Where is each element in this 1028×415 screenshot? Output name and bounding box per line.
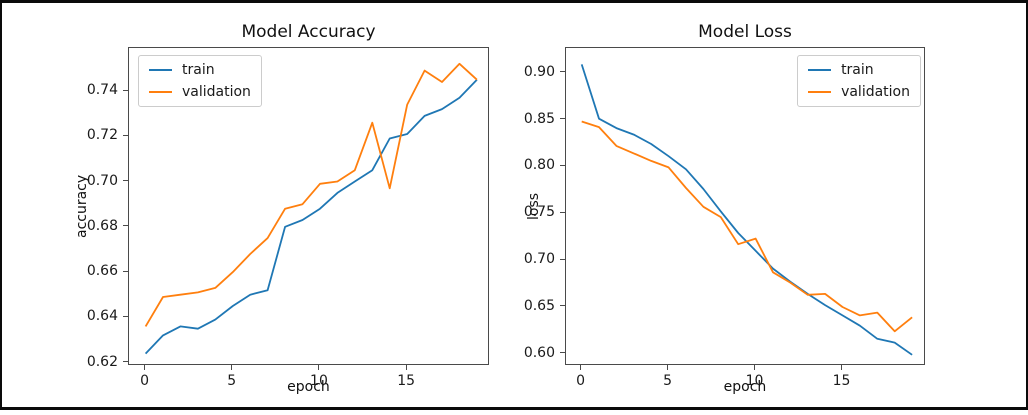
legend-entry-validation: validation (808, 81, 910, 103)
y-tick-label: 0.74 (86, 82, 118, 98)
x-tick-mark (841, 365, 843, 370)
y-tick-label: 0.72 (86, 127, 118, 144)
x-tick-label: 5 (663, 373, 673, 389)
y-tick-label: 0.62 (86, 353, 118, 370)
legend-entry-train: train (808, 59, 910, 81)
x-tick-mark (667, 365, 669, 370)
legend-label: validation (182, 84, 251, 100)
y-tick-mark (560, 211, 565, 213)
loss-legend: train validation (797, 55, 921, 107)
y-tick-label: 0.68 (86, 217, 118, 234)
y-tick-mark (123, 315, 128, 317)
accuracy-lines-canvas (144, 62, 478, 355)
y-tick-label: 0.70 (523, 251, 555, 268)
x-tick-label: 10 (310, 373, 328, 389)
y-tick-mark (560, 164, 565, 166)
y-tick-mark (123, 225, 128, 227)
train-line-swatch (808, 68, 832, 72)
x-tick-mark (580, 365, 582, 370)
x-tick-label: 10 (745, 373, 764, 389)
y-tick-label: 0.70 (86, 172, 118, 189)
x-tick-mark (231, 365, 233, 370)
accuracy-x-axis-label: epoch (287, 379, 330, 395)
x-tick-label: 0 (140, 373, 150, 389)
train-line-swatch (149, 68, 172, 72)
line-train (580, 64, 913, 356)
legend-label: validation (841, 84, 910, 100)
accuracy-plot-title: Model Accuracy (241, 22, 376, 42)
y-tick-label: 0.64 (86, 308, 118, 325)
x-tick-mark (144, 365, 146, 370)
y-tick-label: 0.90 (523, 63, 555, 80)
validation-line-swatch (808, 90, 832, 94)
y-tick-mark (560, 305, 565, 307)
y-tick-mark (560, 118, 565, 120)
x-tick-mark (754, 365, 756, 370)
y-tick-label: 0.85 (523, 110, 555, 127)
loss-x-axis-label: epoch (723, 379, 767, 395)
y-tick-mark (560, 258, 565, 260)
y-tick-mark (560, 352, 565, 354)
y-tick-mark (123, 270, 128, 272)
x-tick-label: 15 (397, 373, 416, 389)
legend-entry-validation: validation (149, 81, 251, 103)
line-validation (581, 120, 913, 333)
x-tick-mark (318, 365, 320, 370)
loss-lines-canvas (580, 64, 913, 356)
line-train (144, 79, 478, 355)
legend-label: train (182, 62, 215, 78)
x-tick-mark (405, 365, 407, 370)
line-validation (144, 62, 478, 327)
y-tick-label: 0.80 (523, 157, 555, 174)
validation-line-swatch (149, 90, 172, 94)
loss-plot-title: Model Loss (698, 22, 792, 42)
x-tick-label: 15 (832, 373, 851, 389)
y-tick-label: 0.66 (86, 263, 118, 280)
y-tick-label: 0.65 (523, 297, 555, 314)
y-tick-label: 0.60 (523, 344, 555, 361)
y-tick-mark (560, 71, 565, 73)
x-tick-label: 5 (227, 373, 237, 389)
legend-label: train (841, 62, 874, 78)
legend-entry-train: train (149, 59, 251, 81)
y-tick-mark (123, 361, 128, 363)
y-tick-mark (123, 89, 128, 91)
y-tick-mark (123, 134, 128, 136)
y-tick-label: 0.75 (523, 204, 555, 221)
y-tick-mark (123, 180, 128, 182)
x-tick-label: 0 (576, 373, 586, 389)
accuracy-legend: train validation (138, 55, 262, 107)
